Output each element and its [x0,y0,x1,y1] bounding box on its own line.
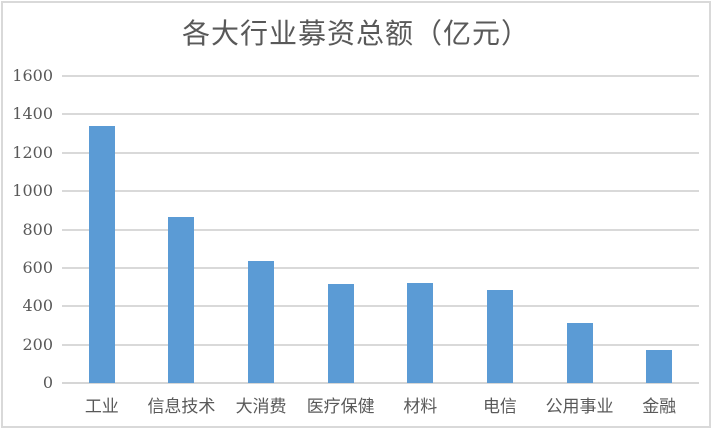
x-category-label: 公用事业 [545,397,614,417]
gridline [62,343,699,346]
bar-信息技术 [168,217,195,383]
gridline [62,228,699,231]
y-tick-label: 600 [22,257,53,277]
bar-材料 [407,283,434,383]
y-tick-label: 1400 [12,104,53,124]
y-tick-label: 1000 [12,181,53,201]
bar-slot [142,76,222,383]
x-axis-line [62,382,699,384]
x-category-label: 大消费 [235,397,287,417]
gridline [62,190,699,193]
bar-slot [460,76,540,383]
chart-title: 各大行业募资总额（亿元） [181,17,530,50]
chart-frame-border [1,1,711,428]
y-tick-label: 1600 [12,66,53,85]
x-category-label: 材料 [403,397,438,417]
bar-slot [301,76,381,383]
gridline [62,75,699,77]
x-category-label: 医疗保健 [306,397,375,417]
x-category-label: 金融 [642,397,677,417]
bar-slot [619,76,699,383]
y-tick-label: 800 [22,219,53,239]
x-axis-labels: 工业 信息技术 大消费 医疗保健 材料 电信 公用事业 金融 [62,392,699,417]
bar-电信 [486,289,513,383]
gridline [62,305,699,308]
gridline [62,266,699,269]
bars-layer [62,76,699,383]
y-tick-label: 200 [22,334,53,354]
bar-医疗保健 [327,284,354,383]
y-tick-label: 400 [22,296,53,316]
x-category-label: 工业 [84,397,119,417]
x-category-label: 电信 [482,397,517,417]
bar-公用事业 [566,322,593,383]
bar-工业 [88,125,115,383]
y-tick-label: 1200 [12,142,53,162]
plot-area [62,75,699,384]
bar-slot [381,76,461,383]
x-category-label: 信息技术 [147,397,216,417]
bar-slot [62,76,142,383]
y-tick-label: 0 [42,373,53,392]
bar-slot [540,76,620,383]
gridline [62,113,699,116]
bar-金融 [646,350,673,383]
bar-大消费 [248,261,275,383]
gridline [62,151,699,154]
bar-slot [221,76,301,383]
